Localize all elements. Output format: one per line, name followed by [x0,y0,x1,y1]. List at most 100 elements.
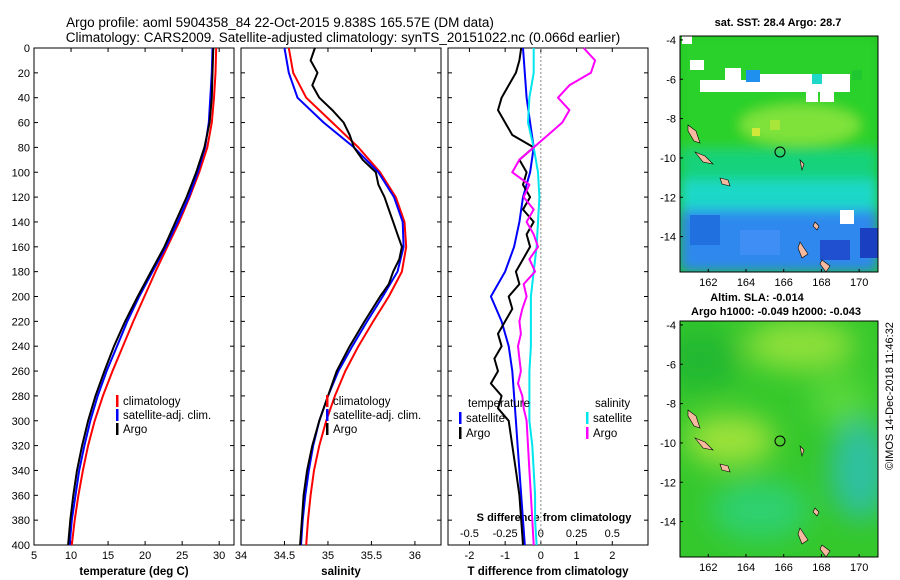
ytick-label: 100 [12,167,30,179]
legend-swatch [326,395,329,407]
ytick-label: 0 [24,43,30,55]
xtick-label-temperature: 15 [102,550,114,562]
map-xtick-label: 166 [775,562,793,574]
legend-swatch [586,412,589,424]
panel-frame-temperature [33,47,235,546]
s-xtick-label: -0.25 [493,528,518,540]
sla-map-argo-marker [774,435,786,447]
legend-swatch [326,423,329,435]
series-line-temperature-argo [67,47,215,546]
sst-map [680,36,878,272]
series-layer [67,47,597,546]
series-line-differences-temperature-satellite [489,47,535,546]
legend-swatch [459,427,462,439]
watermark: ©IMOS 14-Dec-2018 11:46:32 [884,322,896,470]
legend-label: Argo [593,428,617,440]
xtick-label-salinity: 34.5 [274,550,295,562]
ytick-label: 380 [12,515,30,527]
legend-title-salinity: salinity [595,398,630,410]
ytick-label: 140 [12,217,30,229]
ytick-label: 320 [12,441,30,453]
legend-label: Argo [466,428,490,440]
map-xtick-label: 168 [812,562,830,574]
map-xtick-label: 170 [850,562,868,574]
ytick-label: 60 [18,118,30,130]
legend-swatch [116,423,119,435]
map-ytick-label: -14 [660,232,676,244]
xtick-label-temperature: 5 [31,550,37,562]
ytick-label: 340 [12,465,30,477]
panel-frame-differences [447,47,649,546]
legend-swatch [586,427,589,439]
sst-map-pixels [690,70,878,260]
map-ytick-label: -6 [666,74,676,86]
map-ytick-label: -4 [666,320,676,332]
ytick-label: 300 [12,416,30,428]
xtick-label-differences: 0 [538,550,544,562]
ytick-label: 220 [12,316,30,328]
ytick-label: 40 [18,93,30,105]
map-xtick-label: 168 [812,277,830,289]
legend-layer: climatology satellite-adj. clim. Argo clima… [116,395,632,440]
title-line-2: Climatology: CARS2009. Satellite-adjuste… [66,30,621,45]
ytick-label: 280 [12,391,30,403]
ytick-label: 20 [18,68,30,80]
ytick-label: 360 [12,490,30,502]
xtick-label-salinity: 34 [235,550,247,562]
map-ytick-label: -10 [660,153,676,165]
ytick-label: 240 [12,341,30,353]
legend-label: climatology [333,396,391,408]
map-xtick-label: 162 [699,277,717,289]
map-xtick-label: 164 [737,562,755,574]
map-ytick-label: -12 [660,192,676,204]
panel-frame-salinity [240,47,442,546]
xtick-label-salinity: 35.5 [361,550,382,562]
map-xtick-label: 162 [699,562,717,574]
s-xtick-label: -0.5 [460,528,479,540]
sst-map-argo-marker [774,146,786,158]
sst-map-islands [687,124,831,272]
sla-map-title: Altim. SLA: -0.014 [710,292,804,304]
xtick-label-differences: 2 [609,550,615,562]
series-line-differences-salinity-satellite [527,48,541,546]
map-ytick-label: -4 [666,35,676,47]
sla-map [680,321,878,557]
xlabel-differences: T difference from climatology [467,566,629,578]
legend-label: Argo [123,424,147,436]
map-ytick-label: -8 [666,114,676,126]
map-ytick-label: -6 [666,359,676,371]
legend-swatch [459,412,462,424]
legend-label: satellite-adj. clim. [333,410,421,422]
legend-label: satellite-adj. clim. [123,410,211,422]
xtick-label-salinity: 36 [409,550,421,562]
xtick-label-temperature: 30 [213,550,225,562]
ytick-label: 400 [12,540,30,552]
s-xtick-label: 0.5 [605,528,620,540]
map-ytick-label: -8 [666,399,676,411]
legend-label: Argo [333,424,357,436]
ytick-label: 260 [12,366,30,378]
ytick-label: 180 [12,267,30,279]
xlabel-salinity: salinity [321,566,361,578]
map-ytick-label: -14 [660,517,676,529]
sst-map-title: sat. SST: 28.4 Argo: 28.7 [715,17,842,29]
title-line-1: Argo profile: aoml 5904358_84 22-Oct-201… [66,15,494,30]
sst-map-cloud-mask [682,36,854,224]
series-line-temperature-satellite-adj-clim- [68,47,214,546]
xlabel-temperature: temperature (deg C) [79,566,188,578]
axes-layer: 0204060801001201401601802002202402602803… [12,35,869,578]
sla-map-subtitle: Argo h1000: -0.049 h2000: -0.043 [691,306,861,318]
series-line-salinity-satellite-adj-clim- [283,47,405,546]
xlabel-top-differences: S difference from climatology [477,512,633,524]
ytick-label: 160 [12,242,30,254]
sla-map-islands [687,409,831,557]
xtick-label-temperature: 20 [139,550,151,562]
series-line-differences-salinity-argo [511,47,597,546]
xtick-label-differences: -2 [465,550,475,562]
legend-swatch [116,395,119,407]
legend-swatch [326,409,329,421]
ytick-label: 80 [18,142,30,154]
legend-swatch [116,409,119,421]
ytick-label: 120 [12,192,30,204]
